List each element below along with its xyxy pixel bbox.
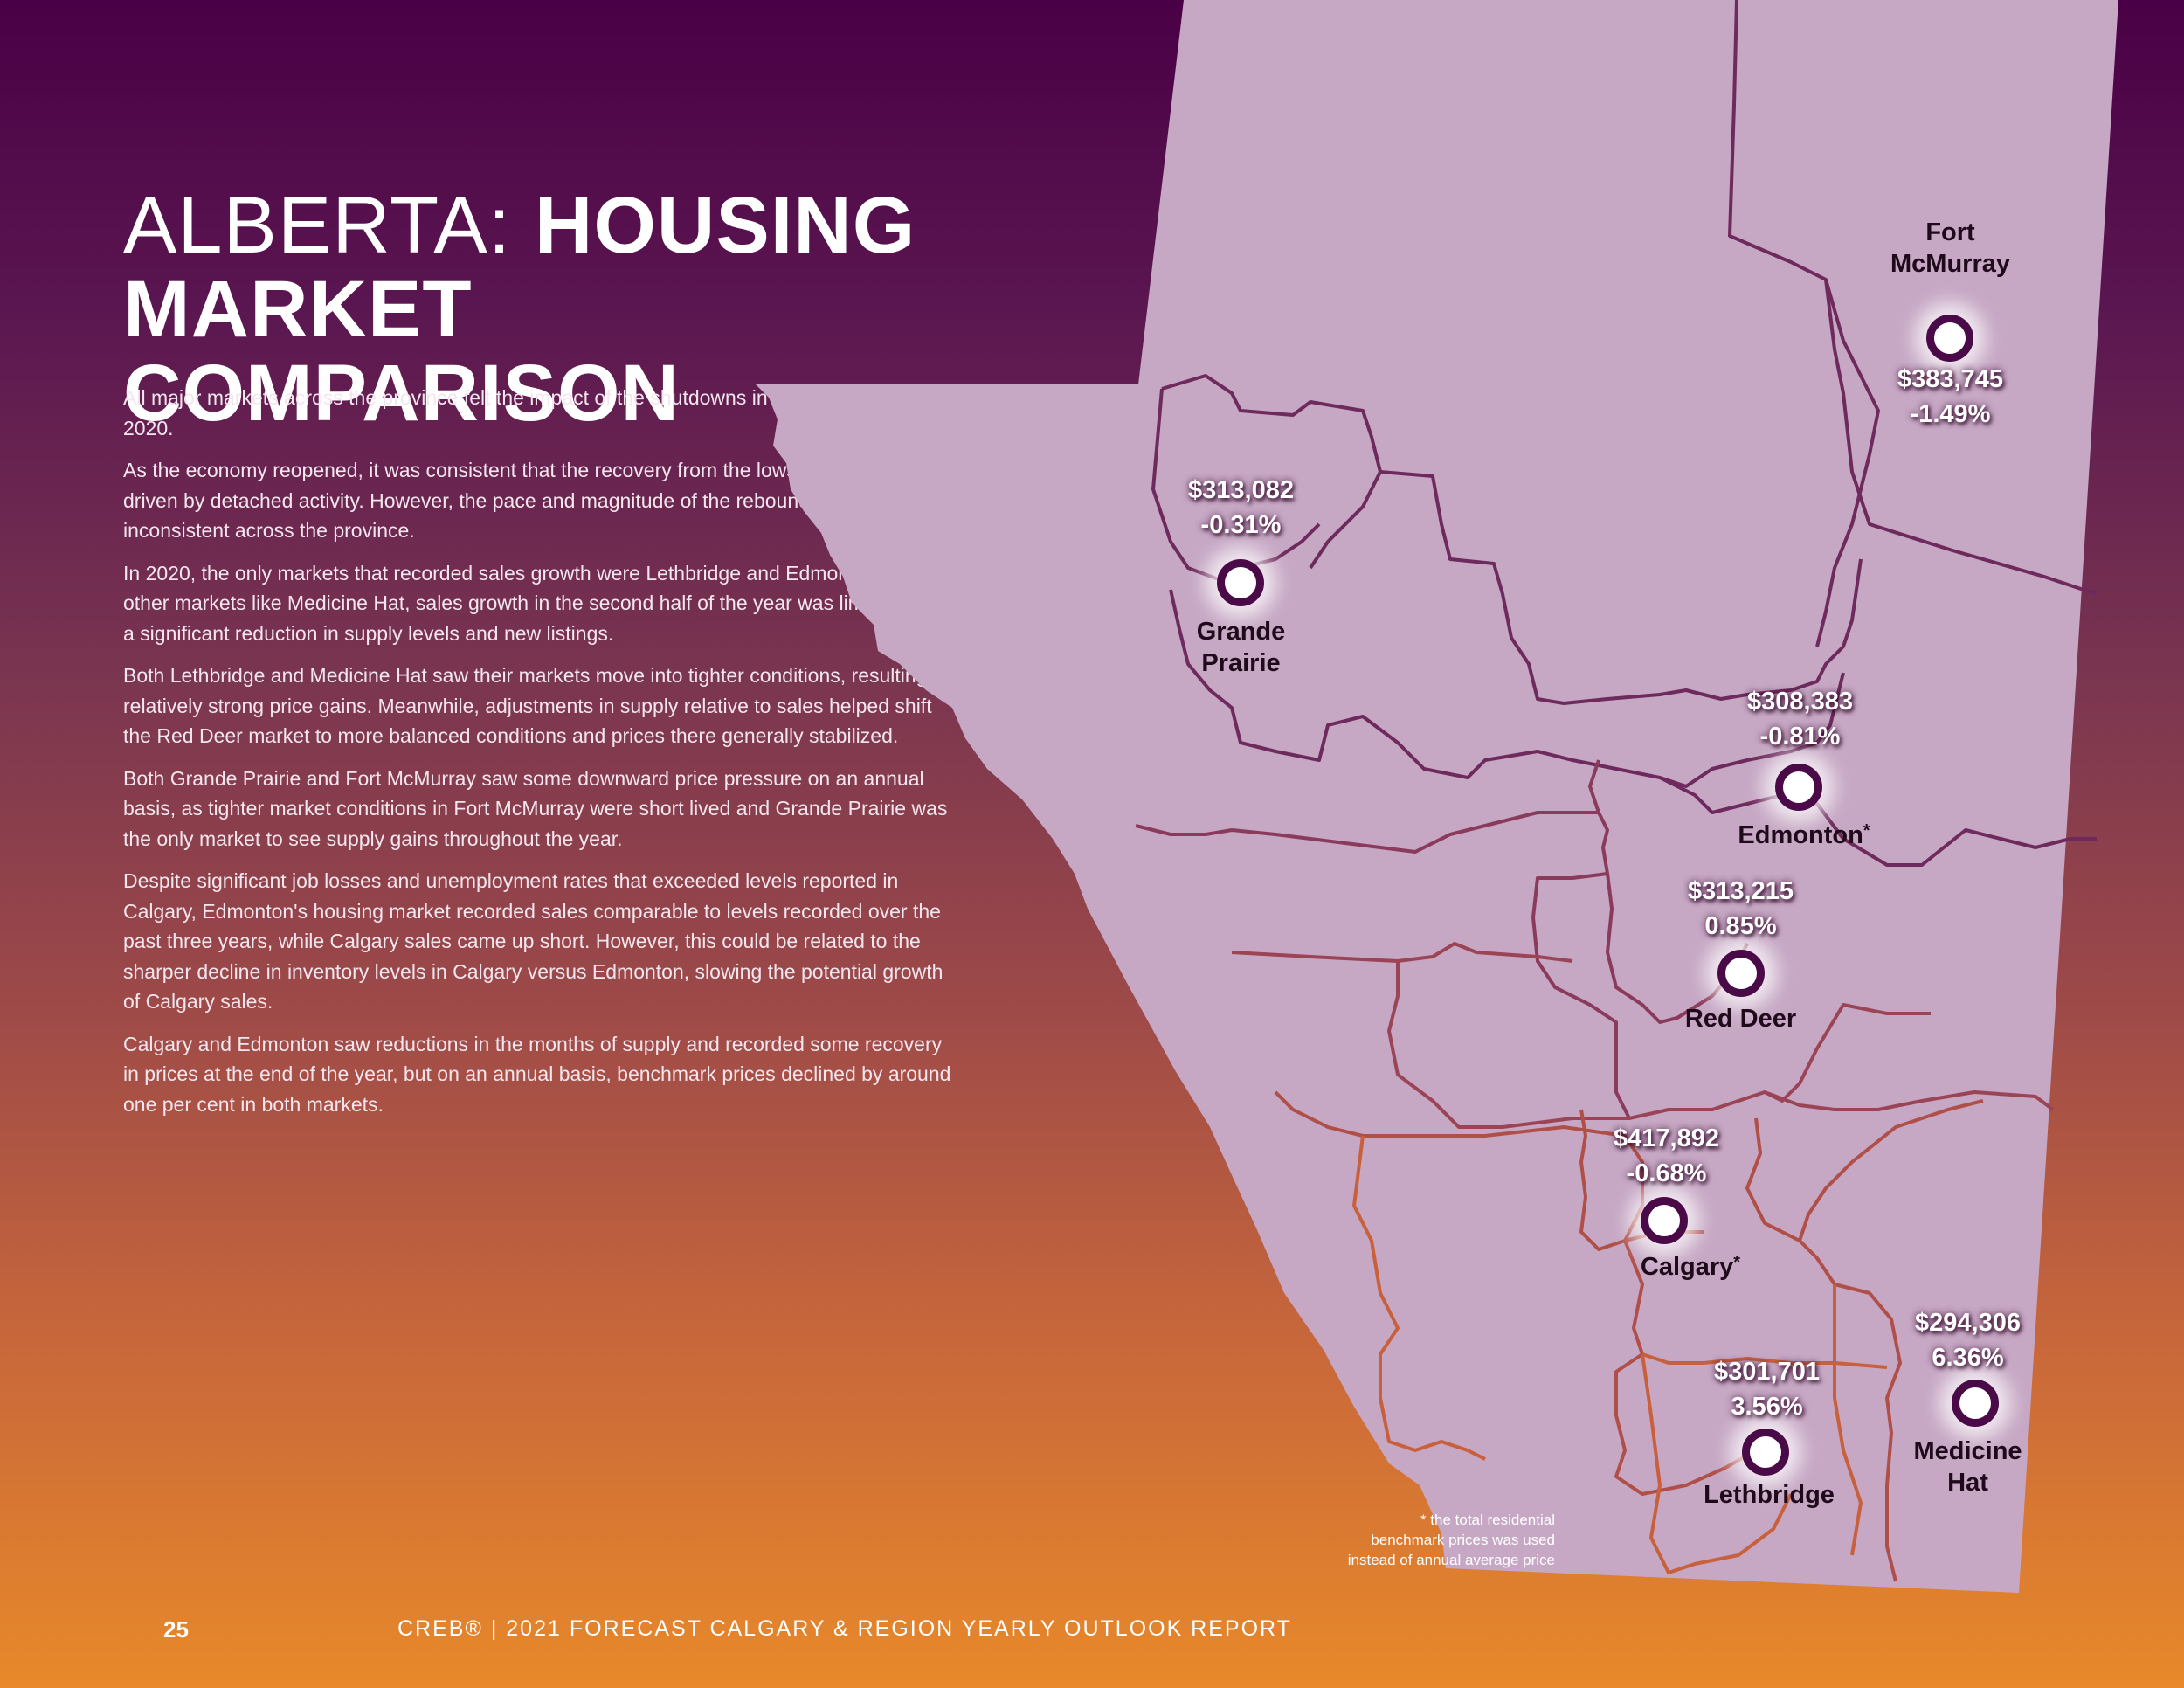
paragraph: Both Lethbridge and Medicine Hat saw the…: [123, 664, 949, 747]
market-price: $383,745: [1897, 365, 2003, 393]
market-marker-edmonton[interactable]: [1775, 764, 1822, 811]
market-change: -0.68%: [1626, 1159, 1707, 1187]
market-change: 3.56%: [1731, 1393, 1803, 1421]
market-stats-calgary: $417,892 -0.68%: [1577, 1121, 1756, 1191]
title-light: ALBERTA:: [123, 181, 535, 270]
market-name-line: Grande: [1196, 618, 1286, 646]
asterisk: *: [1733, 1253, 1741, 1272]
market-price: $313,215: [1688, 877, 1794, 905]
market-price: $313,082: [1188, 476, 1294, 504]
asterisk: *: [1863, 821, 1870, 841]
paragraph: In 2020, the only markets that recorded …: [123, 561, 959, 645]
market-name-red-deer: Red Deer: [1651, 1003, 1830, 1034]
market-stats-medicine-hat: $294,306 6.36%: [1878, 1305, 2057, 1375]
footnote: * the total residential benchmark prices…: [1267, 1510, 1555, 1570]
border-line: [1588, 759, 1600, 813]
market-name-line: Lethbridge: [1704, 1481, 1835, 1509]
border-line: [1352, 1135, 1486, 1461]
footnote-line: instead of annual average price: [1347, 1552, 1555, 1568]
paragraph: Calgary and Edmonton saw reductions in t…: [123, 1032, 951, 1116]
market-name-line: Fort: [1925, 218, 1975, 246]
border-line: [1728, 0, 2098, 596]
border-line: [1614, 1134, 1757, 1496]
border-line: [1231, 942, 1573, 963]
border-line: [1169, 589, 1845, 788]
market-price: $301,701: [1714, 1358, 1820, 1386]
market-stats-grande-prairie: $313,082 -0.31%: [1151, 473, 1330, 543]
market-change: -0.31%: [1200, 511, 1282, 539]
market-name-fort-mcmurray: Fort McMurray: [1861, 217, 2040, 280]
title-bold-1: HOUSING: [534, 181, 916, 270]
border-line: [1745, 1117, 1902, 1582]
market-name-line: Edmonton: [1738, 821, 1863, 849]
market-marker-calgary[interactable]: [1641, 1197, 1688, 1244]
market-stats-fort-mcmurray: $383,745 -1.49%: [1861, 362, 2040, 432]
footnote-line: benchmark prices was used: [1371, 1532, 1555, 1548]
market-name-line: Prairie: [1201, 649, 1281, 677]
footnote-line: * the total residential: [1420, 1512, 1555, 1528]
market-name-line: Red Deer: [1684, 1005, 1797, 1033]
paragraph: Despite significant job losses and unemp…: [123, 869, 943, 1013]
paragraph: Both Grande Prairie and Fort McMurray sa…: [123, 766, 948, 850]
border-line: [1274, 1090, 1626, 1138]
border-line: [1764, 1090, 2055, 1111]
market-name-edmonton: Edmonton*: [1704, 815, 1904, 851]
market-stats-red-deer: $313,215 0.85%: [1651, 874, 1830, 944]
market-name-line: Hat: [1947, 1469, 1988, 1497]
border-line: [1659, 776, 2097, 867]
market-name-grande-prairie: Grande Prairie: [1151, 616, 1330, 679]
market-change: 0.85%: [1704, 912, 1777, 940]
market-marker-red-deer[interactable]: [1717, 950, 1765, 997]
border-line: [1309, 471, 1382, 570]
market-marker-medicine-hat[interactable]: [1952, 1380, 1999, 1427]
market-name-line: Calgary: [1640, 1253, 1734, 1281]
title-bold-2: MARKET COMPARISON: [123, 265, 680, 438]
footer-report-title: CREB® | 2021 FORECAST CALGARY & REGION Y…: [397, 1616, 1292, 1641]
market-marker-fort-mcmurray[interactable]: [1926, 315, 1973, 362]
page-title: ALBERTA: HOUSING MARKET COMPARISON: [123, 183, 997, 435]
border-line: [1798, 1099, 1984, 1242]
border-line: [1531, 872, 1631, 1119]
market-change: -1.49%: [1910, 400, 1991, 428]
market-stats-edmonton: $308,383 -0.81%: [1711, 684, 1890, 754]
border-line: [1815, 279, 1880, 647]
page-number: 25: [163, 1616, 189, 1643]
market-change: -0.81%: [1759, 723, 1841, 751]
region-borders: [1135, 0, 2098, 1582]
paragraph: As the economy reopened, it was consiste…: [123, 459, 902, 542]
border-line: [1833, 1284, 1863, 1556]
market-name-line: McMurray: [1890, 250, 2010, 278]
market-price: $308,383: [1747, 688, 1853, 716]
border-line: [1161, 374, 1863, 705]
market-name-medicine-hat: Medicine Hat: [1878, 1435, 2057, 1498]
market-change: 6.36%: [1932, 1344, 2004, 1372]
market-stats-lethbridge: $301,701 3.56%: [1677, 1354, 1856, 1424]
alberta-province-shape: [756, 0, 2118, 1593]
market-name-line: Medicine: [1913, 1437, 2022, 1465]
market-price: $294,306: [1915, 1309, 2021, 1337]
border-line: [1641, 1353, 1793, 1574]
market-name-calgary: Calgary*: [1599, 1247, 1782, 1283]
border-line: [1387, 961, 1931, 1129]
market-marker-lethbridge[interactable]: [1742, 1429, 1789, 1476]
market-marker-grande-prairie[interactable]: [1217, 559, 1264, 606]
market-price: $417,892: [1614, 1124, 1719, 1152]
body-text: All major markets across the province fe…: [123, 383, 962, 1131]
market-name-lethbridge: Lethbridge: [1677, 1479, 1861, 1511]
